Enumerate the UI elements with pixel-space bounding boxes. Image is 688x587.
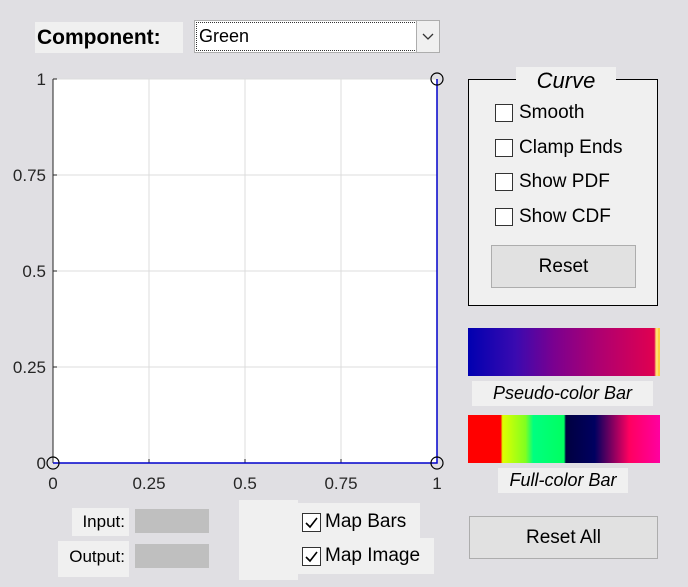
map-bars-checkbox[interactable]: Map Bars <box>298 503 420 541</box>
blank-panel <box>239 500 298 580</box>
checkbox-box[interactable] <box>302 546 321 566</box>
y-tick-label: 0.25 <box>13 358 46 377</box>
x-tick-label: 0 <box>48 474 57 493</box>
map-image-checkbox[interactable]: Map Image <box>298 538 434 574</box>
checkbox-box[interactable] <box>495 104 513 122</box>
y-tick-label: 0 <box>37 454 46 473</box>
chevron-down-icon <box>422 33 434 40</box>
smooth-label: Smooth <box>519 102 585 123</box>
reset-all-button[interactable]: Reset All <box>469 516 658 559</box>
y-tick-label: 1 <box>37 70 46 89</box>
control-points[interactable] <box>46 72 444 470</box>
component-dropdown[interactable]: Green <box>194 20 440 53</box>
clamp-ends-checkbox[interactable]: Clamp Ends <box>495 135 623 161</box>
checkbox-box[interactable] <box>495 139 513 157</box>
smooth-checkbox[interactable]: Smooth <box>495 100 584 126</box>
x-tick-label: 0.5 <box>233 474 257 493</box>
checkbox-box[interactable] <box>495 173 513 191</box>
y-tick-labels: 0 0.25 0.5 0.75 1 <box>13 70 46 473</box>
checkbox-box[interactable] <box>302 512 321 532</box>
x-tick-label: 1 <box>432 474 441 493</box>
curve-plot[interactable]: 0 0.25 0.5 0.75 1 0 0.25 0.5 0.75 1 <box>0 64 460 504</box>
mapping-curve <box>53 79 438 464</box>
control-point-handle[interactable] <box>46 456 60 470</box>
full-color-bar-label: Full-color Bar <box>498 468 628 493</box>
output-value-field <box>135 544 209 568</box>
reset-button[interactable]: Reset <box>491 245 636 288</box>
control-point-handle[interactable] <box>430 456 444 470</box>
y-tick-label: 0.5 <box>22 262 46 281</box>
output-label: Output: <box>58 541 129 577</box>
curve-layer <box>53 79 438 464</box>
checkbox-box[interactable] <box>495 208 513 226</box>
x-tick-label: 0.75 <box>324 474 357 493</box>
show-cdf-label: Show CDF <box>519 206 611 227</box>
map-image-label: Map Image <box>325 545 421 566</box>
show-pdf-label: Show PDF <box>519 171 610 192</box>
show-pdf-checkbox[interactable]: Show PDF <box>495 169 610 195</box>
map-bars-label: Map Bars <box>325 511 407 532</box>
component-selected-value: Green <box>199 26 250 46</box>
input-value-field <box>135 509 209 533</box>
checkmark-icon <box>305 551 318 562</box>
checkmark-icon <box>305 517 318 528</box>
x-tick-label: 0.25 <box>132 474 165 493</box>
curve-panel-title: Curve <box>516 67 616 95</box>
dropdown-arrow-button[interactable] <box>416 21 439 52</box>
component-label: Component: <box>35 22 183 53</box>
pseudo-color-bar <box>468 328 660 376</box>
pseudo-color-bar-label: Pseudo-color Bar <box>472 381 653 406</box>
control-point-handle[interactable] <box>430 72 444 86</box>
full-color-bar <box>468 415 660 463</box>
clamp-ends-label: Clamp Ends <box>519 137 623 158</box>
x-tick-labels: 0 0.25 0.5 0.75 1 <box>48 474 441 493</box>
input-label: Input: <box>72 508 129 536</box>
y-tick-label: 0.75 <box>13 166 46 185</box>
show-cdf-checkbox[interactable]: Show CDF <box>495 204 611 230</box>
